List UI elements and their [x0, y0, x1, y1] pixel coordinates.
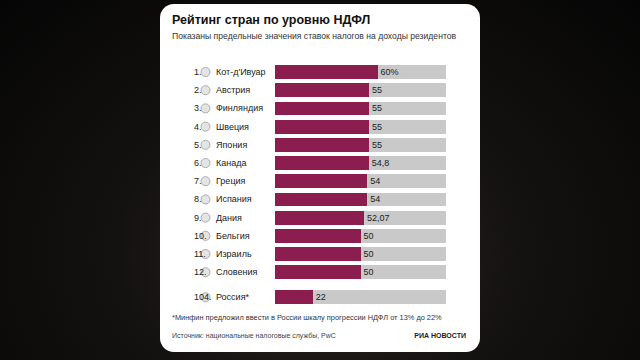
svg-text:5.: 5. — [194, 140, 202, 150]
svg-text:11.: 11. — [194, 249, 206, 259]
html-text:*Минфин предложил ввести в Рос: *Минфин предложил ввести в России шкалу … — [172, 313, 442, 322]
html-text:Источник: национальные налогов: Источник: национальные налоговые службы,… — [172, 332, 336, 339]
html-text:РИА НОВОСТИ: РИА НОВОСТИ — [414, 332, 466, 339]
svg-text:50: 50 — [364, 231, 374, 241]
svg-text:Испания: Испания — [216, 194, 252, 204]
svg-text:Бельгия: Бельгия — [216, 231, 250, 241]
svg-text:4.: 4. — [194, 122, 202, 132]
svg-text:9.: 9. — [194, 213, 202, 223]
svg-text:Япония: Япония — [216, 140, 247, 150]
svg-text:1.: 1. — [194, 67, 202, 77]
svg-text:Греция: Греция — [216, 176, 246, 186]
svg-text:54: 54 — [370, 194, 380, 204]
svg-text:Россия*: Россия* — [216, 292, 250, 302]
svg-text:60%: 60% — [381, 67, 399, 77]
svg-text:6.: 6. — [194, 158, 202, 168]
svg-text:55: 55 — [372, 140, 382, 150]
html-text:Рейтинг стран по уровню НДФЛ: Рейтинг стран по уровню НДФЛ — [172, 13, 371, 27]
svg-text:Австрия: Австрия — [216, 85, 250, 95]
svg-text:Кот-д'Ивуар: Кот-д'Ивуар — [216, 67, 266, 77]
svg-text:Дания: Дания — [216, 213, 242, 223]
svg-text:12.: 12. — [194, 267, 207, 277]
svg-text:Финляндия: Финляндия — [216, 103, 263, 113]
svg-text:50: 50 — [364, 267, 374, 277]
svg-text:54,8: 54,8 — [372, 158, 390, 168]
svg-text:3.: 3. — [194, 103, 202, 113]
svg-text:Словения: Словения — [216, 267, 258, 277]
svg-text:50: 50 — [364, 249, 374, 259]
svg-text:8.: 8. — [194, 194, 202, 204]
svg-text:Израиль: Израиль — [216, 249, 252, 259]
svg-text:7.: 7. — [194, 176, 202, 186]
html-text:Показаны предельные значения с: Показаны предельные значения ставок нало… — [172, 31, 457, 41]
svg-text:104.: 104. — [194, 292, 212, 302]
svg-text:55: 55 — [372, 85, 382, 95]
svg-text:54: 54 — [370, 176, 380, 186]
svg-text:2.: 2. — [194, 85, 202, 95]
svg-text:Канада: Канада — [216, 158, 246, 168]
svg-text:52,07: 52,07 — [367, 213, 390, 223]
svg-text:22: 22 — [316, 292, 326, 302]
svg-text:55: 55 — [372, 103, 382, 113]
svg-text:10.: 10. — [194, 231, 207, 241]
svg-text:Швеция: Швеция — [216, 122, 249, 132]
svg-text:55: 55 — [372, 122, 382, 132]
